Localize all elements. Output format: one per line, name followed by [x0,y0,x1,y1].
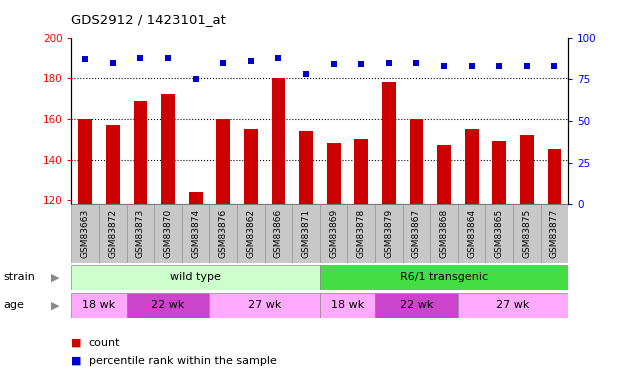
Bar [71,265,320,290]
Text: strain: strain [3,273,35,282]
Bar [320,292,375,318]
Bar [265,204,292,262]
Point [80,56,90,62]
Bar [430,204,458,262]
Bar [71,204,99,262]
Bar [182,204,209,262]
Bar [492,141,506,204]
Bar [209,204,237,262]
Point [135,54,145,60]
Text: GSM83875: GSM83875 [522,209,532,258]
Text: GSM83865: GSM83865 [495,209,504,258]
Text: GSM83876: GSM83876 [219,209,228,258]
Bar [375,292,458,318]
Text: 22 wk: 22 wk [152,300,184,310]
Point [384,60,394,66]
Text: ▶: ▶ [51,273,60,282]
Bar [154,204,182,262]
Text: 27 wk: 27 wk [248,300,281,310]
Text: GSM83868: GSM83868 [440,209,448,258]
Bar [486,204,513,262]
Text: GSM83879: GSM83879 [384,209,393,258]
Text: GSM83862: GSM83862 [247,209,255,258]
Point [163,54,173,60]
Bar [106,125,120,204]
Bar [134,100,147,204]
Point [273,54,283,60]
Bar [541,204,568,262]
Text: GSM83870: GSM83870 [163,209,173,258]
Text: ▶: ▶ [51,300,60,310]
Bar [548,149,561,204]
Bar [409,119,424,204]
Point [439,63,449,69]
Bar [465,129,479,204]
Bar [437,146,451,204]
Text: GSM83871: GSM83871 [302,209,310,258]
Text: GSM83878: GSM83878 [356,209,366,258]
Bar [209,292,320,318]
Text: GSM83872: GSM83872 [108,209,117,258]
Bar [244,129,258,204]
Bar [347,204,375,262]
Text: GSM83864: GSM83864 [467,209,476,258]
Bar [513,204,541,262]
Bar [71,292,127,318]
Text: GSM83866: GSM83866 [274,209,283,258]
Bar [99,204,127,262]
Bar [327,143,340,204]
Bar [292,204,320,262]
Text: percentile rank within the sample: percentile rank within the sample [89,356,277,366]
Text: ■: ■ [71,338,82,348]
Bar [520,135,533,204]
Text: 22 wk: 22 wk [400,300,433,310]
Text: GSM83869: GSM83869 [329,209,338,258]
Bar [237,204,265,262]
Point [108,60,118,66]
Point [218,60,228,66]
Text: GSM83877: GSM83877 [550,209,559,258]
Text: GSM83867: GSM83867 [412,209,421,258]
Text: 18 wk: 18 wk [331,300,364,310]
Bar [189,192,202,204]
Point [522,63,532,69]
Bar [355,139,368,204]
Bar [382,82,396,204]
Text: GSM83873: GSM83873 [136,209,145,258]
Bar [299,131,313,204]
Bar [127,204,154,262]
Text: age: age [3,300,24,310]
Point [356,61,366,67]
Text: 27 wk: 27 wk [496,300,530,310]
Bar [458,204,486,262]
Text: ■: ■ [71,356,82,366]
Point [550,63,560,69]
Bar [320,265,568,290]
Bar [78,119,92,204]
Bar [271,78,285,204]
Point [494,63,504,69]
Bar [458,292,568,318]
Text: wild type: wild type [170,273,221,282]
Point [301,71,311,77]
Text: GSM83874: GSM83874 [191,209,200,258]
Point [246,58,256,64]
Text: R6/1 transgenic: R6/1 transgenic [400,273,488,282]
Bar [375,204,402,262]
Text: count: count [89,338,120,348]
Text: 18 wk: 18 wk [83,300,116,310]
Bar [402,204,430,262]
Point [412,60,422,66]
Bar [216,119,230,204]
Point [329,61,338,67]
Bar [161,94,175,204]
Text: GDS2912 / 1423101_at: GDS2912 / 1423101_at [71,13,226,26]
Point [466,63,476,69]
Bar [127,292,209,318]
Bar [320,204,347,262]
Text: GSM83663: GSM83663 [81,209,89,258]
Point [191,76,201,82]
